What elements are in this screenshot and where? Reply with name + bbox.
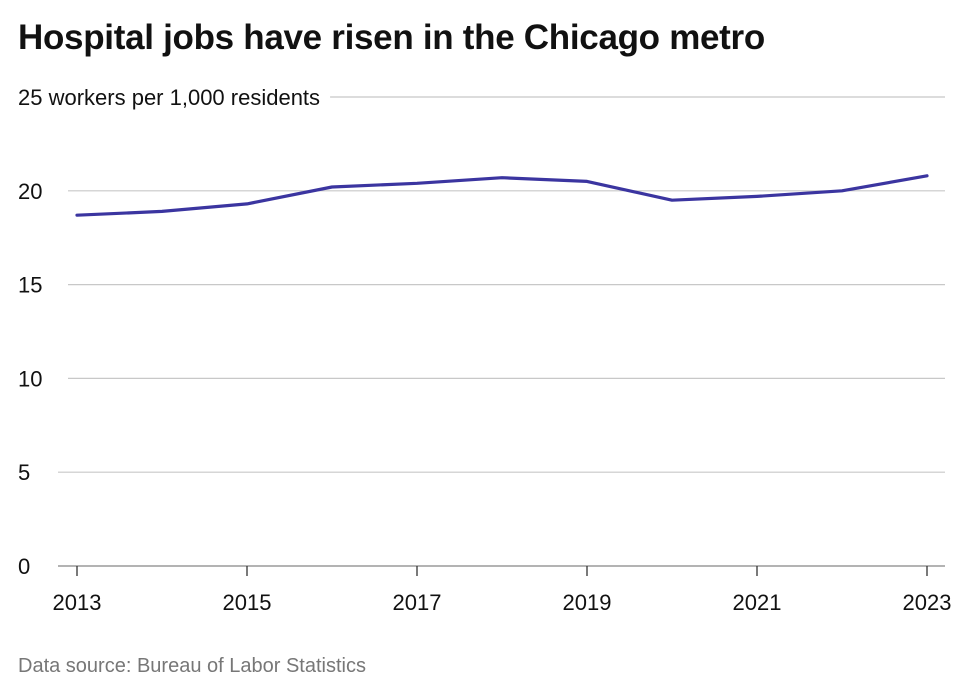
y-tick-labels: 0 5 10 15 20 25 workers per 1,000 residents	[18, 85, 320, 579]
series-lines	[75, 174, 929, 217]
x-tick-label: 2017	[393, 590, 442, 615]
data-source-note: Data source: Bureau of Labor Statistics	[18, 655, 366, 677]
gridlines	[58, 96, 945, 567]
y-tick-label: 5	[18, 460, 30, 485]
x-tick-label: 2013	[53, 590, 102, 615]
x-axis: 2013 2015 2017 2019 2021 2023	[53, 566, 952, 615]
x-tick-label: 2023	[903, 590, 952, 615]
y-tick-label: 10	[18, 366, 42, 391]
y-tick-label: 15	[18, 273, 42, 298]
chart-title: Hospital jobs have risen in the Chicago …	[18, 18, 765, 57]
y-tick-label: 20	[18, 179, 42, 204]
y-tick-label: 25 workers per 1,000 residents	[18, 85, 320, 110]
y-tick-label: 0	[18, 554, 30, 579]
x-tick-label: 2015	[223, 590, 272, 615]
x-tick-label: 2019	[563, 590, 612, 615]
x-tick-label: 2021	[733, 590, 782, 615]
series-line	[75, 174, 929, 217]
